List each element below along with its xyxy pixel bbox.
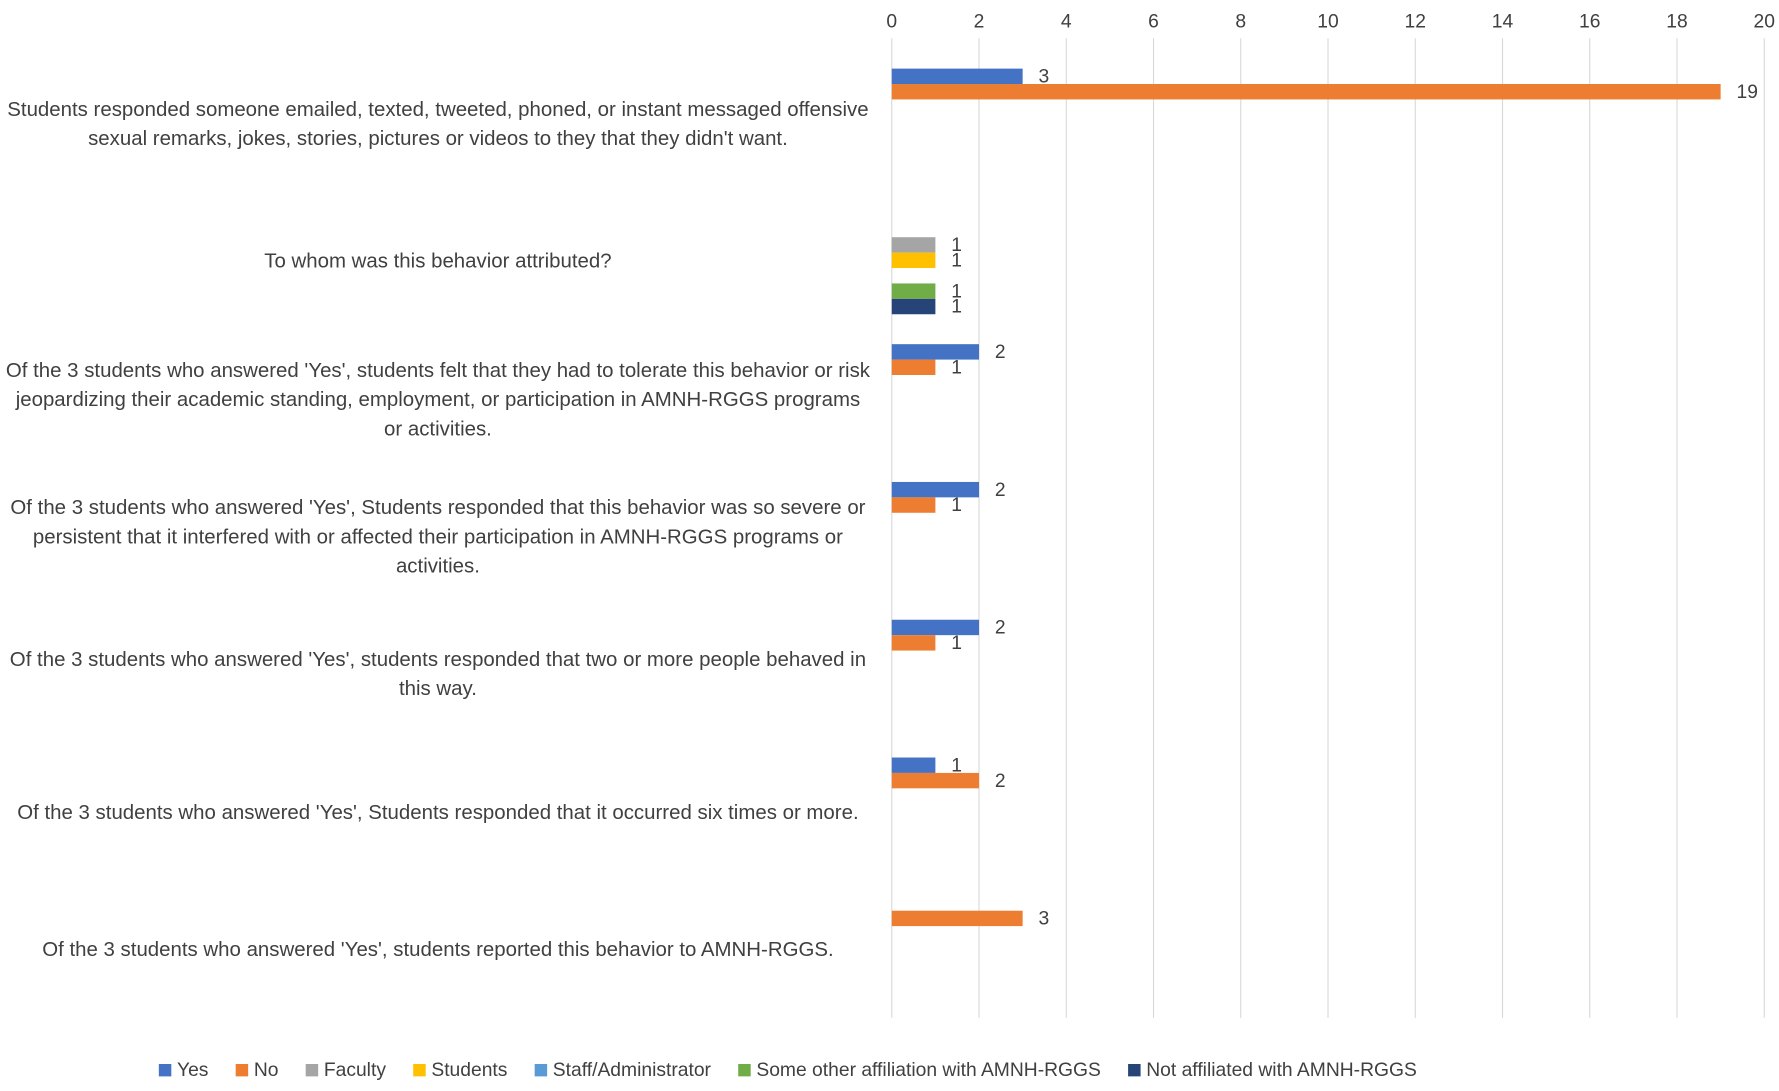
data-label: 1: [951, 358, 962, 379]
bar: [891, 283, 936, 299]
legend-swatch: [305, 1064, 319, 1077]
x-tick-label: 0: [886, 12, 897, 33]
bar: [891, 910, 1023, 927]
legend-label: Not affiliated with AMNH-RGGS: [1146, 1060, 1417, 1081]
legend-label: Faculty: [324, 1060, 387, 1081]
bar: [891, 757, 936, 773]
data-label: 1: [951, 633, 962, 654]
x-tick-label: 6: [1148, 12, 1159, 33]
data-label: 1: [951, 235, 962, 256]
data-label: 2: [995, 342, 1006, 363]
legend-swatch: [413, 1064, 426, 1077]
y-tick-label: Of the 3 students who answered 'Yes', St…: [17, 800, 859, 823]
y-tick-label: Students responded someone emailed, text…: [7, 97, 869, 150]
category-label-box: Of the 3 students who answered 'Yes', St…: [10, 495, 866, 577]
bar: [891, 635, 936, 651]
bar: [891, 359, 936, 375]
bar: [891, 497, 936, 513]
legend-label: Students: [431, 1060, 507, 1081]
bar: [891, 298, 936, 315]
legend-swatch: [235, 1064, 249, 1077]
bar: [891, 344, 980, 360]
y-tick-label: To whom was this behavior attributed?: [264, 250, 612, 273]
legend-swatch: [534, 1064, 548, 1077]
x-tick-label: 18: [1666, 12, 1687, 33]
legend-swatch: [1128, 1064, 1141, 1077]
data-label: 1: [951, 495, 962, 516]
legend-label: Staff/Administrator: [553, 1060, 712, 1081]
bar: [891, 772, 980, 789]
y-tick-label: Of the 3 students who answered 'Yes', St…: [10, 495, 866, 577]
data-label: 19: [1737, 82, 1758, 103]
data-label: 2: [995, 480, 1006, 501]
x-tick-label: 2: [974, 12, 985, 33]
x-tick-label: 12: [1405, 12, 1426, 33]
bar: [891, 481, 980, 498]
bar: [891, 619, 980, 636]
y-tick-label: Of the 3 students who answered 'Yes', st…: [42, 937, 834, 961]
legend-label: Some other affiliation with AMNH-RGGS: [756, 1060, 1101, 1081]
data-label: 1: [951, 251, 962, 272]
bar: [891, 68, 1023, 85]
legend-swatch: [738, 1064, 751, 1077]
category-label-box: Students responded someone emailed, text…: [7, 97, 869, 150]
x-tick-label: 10: [1317, 12, 1338, 33]
y-tick-label: Of the 3 students who answered 'Yes', st…: [5, 358, 871, 440]
category-label-box: Of the 3 students who answered 'Yes', St…: [17, 800, 859, 823]
data-label: 1: [951, 281, 962, 302]
x-tick-label: 16: [1579, 12, 1600, 33]
data-label: 3: [1039, 909, 1050, 930]
x-tick-label: 4: [1061, 12, 1072, 33]
legend-swatch: [158, 1064, 172, 1077]
bar: [891, 252, 936, 269]
x-tick-label: 8: [1235, 12, 1246, 33]
bar: [891, 237, 936, 253]
data-label: 2: [995, 771, 1006, 792]
category-label-box: Of the 3 students who answered 'Yes', st…: [9, 648, 867, 700]
data-label: 1: [951, 755, 962, 776]
category-label-box: Of the 3 students who answered 'Yes', st…: [5, 358, 871, 440]
y-tick-label: Of the 3 students who answered 'Yes', st…: [9, 648, 867, 700]
bar: [891, 84, 1721, 100]
data-label: 1: [951, 297, 962, 318]
x-tick-label: 14: [1492, 12, 1514, 33]
x-tick-label: 20: [1754, 12, 1775, 33]
category-label-box: To whom was this behavior attributed?: [264, 250, 612, 273]
legend-label: No: [254, 1060, 279, 1081]
category-label-box: Of the 3 students who answered 'Yes', st…: [42, 937, 834, 961]
data-label: 3: [1039, 67, 1050, 88]
legend-label: Yes: [177, 1060, 208, 1081]
data-label: 2: [995, 618, 1006, 639]
